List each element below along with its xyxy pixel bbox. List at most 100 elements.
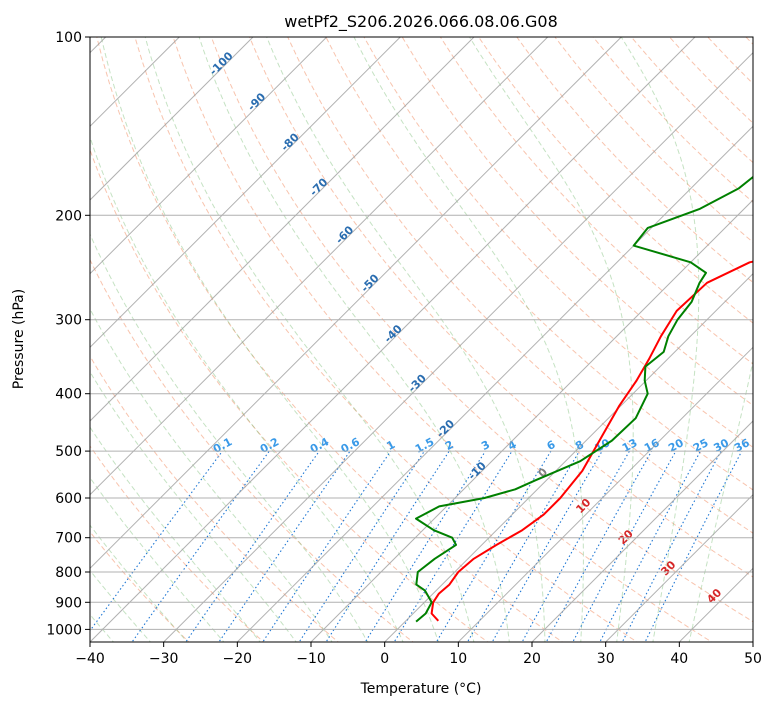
dry-adiabat — [249, 37, 753, 578]
isotherm — [90, 37, 254, 201]
isotherm — [605, 493, 753, 642]
y-tick-label: 700 — [55, 531, 82, 547]
x-tick-label: −30 — [149, 651, 179, 667]
isotherm — [90, 37, 328, 275]
y-tick-label: 900 — [55, 595, 82, 611]
plot-frame — [89, 36, 754, 643]
isotherm — [310, 199, 753, 642]
isotherm-label: 10 — [573, 496, 593, 516]
x-axis-title: Temperature (°C) — [360, 681, 482, 697]
isotherm-label: -20 — [434, 417, 457, 440]
isotherm-label: -100 — [207, 49, 236, 78]
mixing-ratio-label: 36 — [732, 436, 752, 455]
mixing-ratio-label: 0.2 — [258, 435, 281, 456]
dry-adiabat — [516, 37, 753, 284]
mixing-ratio-label: 0.4 — [308, 435, 332, 456]
x-tick-label: −40 — [75, 651, 105, 667]
dry-adiabat — [90, 148, 489, 642]
moist-adiabat — [100, 37, 440, 642]
y-tick-label: 600 — [55, 491, 82, 507]
mixing-ratio-line — [325, 450, 450, 642]
mixing-ratio-label: 1.5 — [413, 435, 436, 456]
isotherm-label: 20 — [616, 527, 636, 547]
dry-adiabat — [90, 445, 265, 642]
mixing-ratio-line — [621, 450, 722, 642]
moist-adiabat — [90, 476, 225, 642]
y-tick-label: 500 — [55, 444, 82, 460]
isotherm-label: -70 — [307, 175, 330, 198]
y-tick-label: 800 — [55, 565, 82, 581]
isotherm-label: -30 — [406, 372, 429, 395]
mixing-ratio-label: 30 — [711, 436, 731, 455]
isotherm-label: -60 — [333, 223, 356, 246]
dry-adiabat — [439, 37, 753, 365]
isotherm-label: -50 — [358, 271, 381, 294]
dry-adiabat — [554, 37, 753, 243]
mixing-ratio-line — [393, 450, 513, 642]
x-tick-label: −20 — [223, 651, 253, 667]
mixing-ratio-line — [185, 450, 320, 642]
isotherm — [163, 51, 753, 642]
isotherm-label: -40 — [382, 322, 405, 345]
x-tick-label: 50 — [744, 651, 762, 667]
mixing-ratio-line — [572, 450, 677, 642]
isotherm — [236, 125, 753, 642]
moist-adiabat — [90, 524, 188, 642]
mixing-ratio-line — [90, 450, 223, 632]
dry-adiabat — [401, 37, 753, 406]
y-tick-label: 100 — [55, 30, 82, 46]
moist-adiabat — [90, 308, 333, 642]
x-tick-label: 40 — [670, 651, 688, 667]
moist-adiabat — [90, 370, 297, 642]
x-tick-label: 0 — [380, 651, 389, 667]
moist-adiabat — [198, 37, 510, 642]
moist-adiabat — [90, 426, 261, 642]
dry-adiabat — [90, 531, 190, 642]
isotherm — [457, 346, 753, 642]
mixing-ratio-line — [644, 450, 743, 642]
isotherm — [90, 37, 622, 570]
dry-adiabat — [90, 355, 339, 642]
y-tick-label: 200 — [55, 208, 82, 224]
mixing-ratio-label: 16 — [642, 436, 662, 455]
dry-adiabat — [707, 37, 753, 85]
y-tick-label: 300 — [55, 313, 82, 329]
x-tick-label: 20 — [523, 651, 541, 667]
dry-adiabat — [363, 37, 753, 448]
isotherm — [90, 37, 475, 422]
mixing-ratio-line — [466, 450, 580, 642]
isotherm-label: 40 — [704, 586, 724, 606]
dry-adiabat — [745, 37, 753, 45]
moist-adiabat — [90, 135, 404, 642]
isotherm-label: -80 — [279, 130, 302, 153]
mixing-ratio-label: 13 — [620, 436, 640, 455]
mixing-ratio-label: 0.1 — [211, 435, 234, 456]
dewpoint-profile — [415, 175, 753, 623]
chart-title: wetPf2_S206.2026.066.08.06.G08 — [284, 12, 558, 32]
mixing-ratio-label: 20 — [666, 436, 686, 455]
x-tick-label: 30 — [597, 651, 615, 667]
x-tick-label: 10 — [449, 651, 467, 667]
isotherm-label: 30 — [658, 558, 678, 578]
isotherm — [384, 272, 753, 642]
temperature-profile — [430, 260, 753, 622]
isotherm-label: -90 — [245, 90, 268, 113]
moist-adiabat — [90, 232, 369, 642]
dry-adiabat — [287, 37, 753, 534]
isotherm — [90, 37, 549, 496]
isotherm — [678, 567, 753, 642]
y-tick-label: 400 — [55, 387, 82, 403]
mixing-ratio-label: 25 — [691, 436, 711, 455]
isotherm — [752, 641, 753, 642]
dry-adiabat — [325, 37, 753, 491]
isotherm — [90, 37, 696, 642]
x-axis: −40 −30 −20 −10 0 10 20 30 40 50 — [75, 642, 762, 667]
moist-adiabat — [620, 37, 700, 642]
dry-adiabat — [478, 37, 753, 324]
mixing-ratio-label: 0.6 — [339, 435, 363, 456]
mixing-ratio-line — [262, 450, 392, 642]
mixing-ratio-line — [218, 450, 351, 642]
mixing-ratio-line — [131, 450, 270, 642]
moist-adiabat — [688, 358, 753, 642]
mixing-ratio-line — [298, 450, 425, 642]
